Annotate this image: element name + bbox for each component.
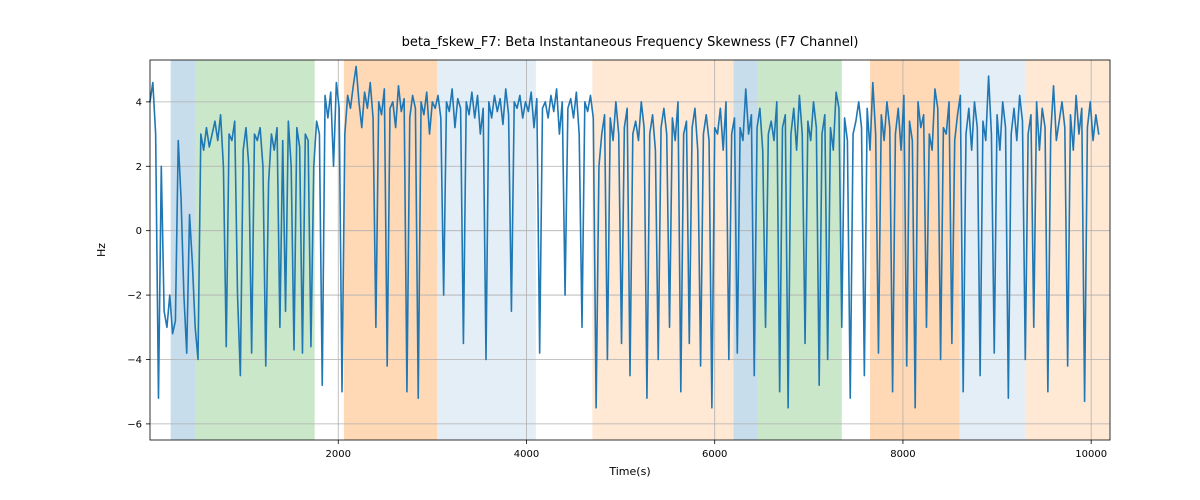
ytick-label: 2 (136, 162, 142, 173)
band-1 (195, 60, 315, 440)
ytick-label: 4 (136, 97, 142, 108)
ytick-label: 0 (136, 226, 142, 237)
y-axis-label: Hz (95, 243, 108, 257)
xtick-label: 6000 (702, 449, 727, 460)
x-axis-label: Time(s) (608, 465, 650, 478)
xtick-label: 10000 (1075, 449, 1107, 460)
xtick-label: 2000 (326, 449, 351, 460)
ytick-label: −6 (127, 419, 142, 430)
ytick-label: −4 (127, 355, 142, 366)
line-chart: 2000 4000 6000 8000 10000 −6 −4 −2 0 2 4 Time(s) Hz b… (0, 0, 1200, 500)
xtick-label: 8000 (890, 449, 915, 460)
xtick-label: 4000 (514, 449, 539, 460)
chart-title: beta_fskew_F7: Beta Instantaneous Freque… (402, 35, 859, 50)
chart-container: 2000 4000 6000 8000 10000 −6 −4 −2 0 2 4 Time(s) Hz b… (0, 0, 1200, 500)
ytick-label: −2 (127, 291, 142, 302)
